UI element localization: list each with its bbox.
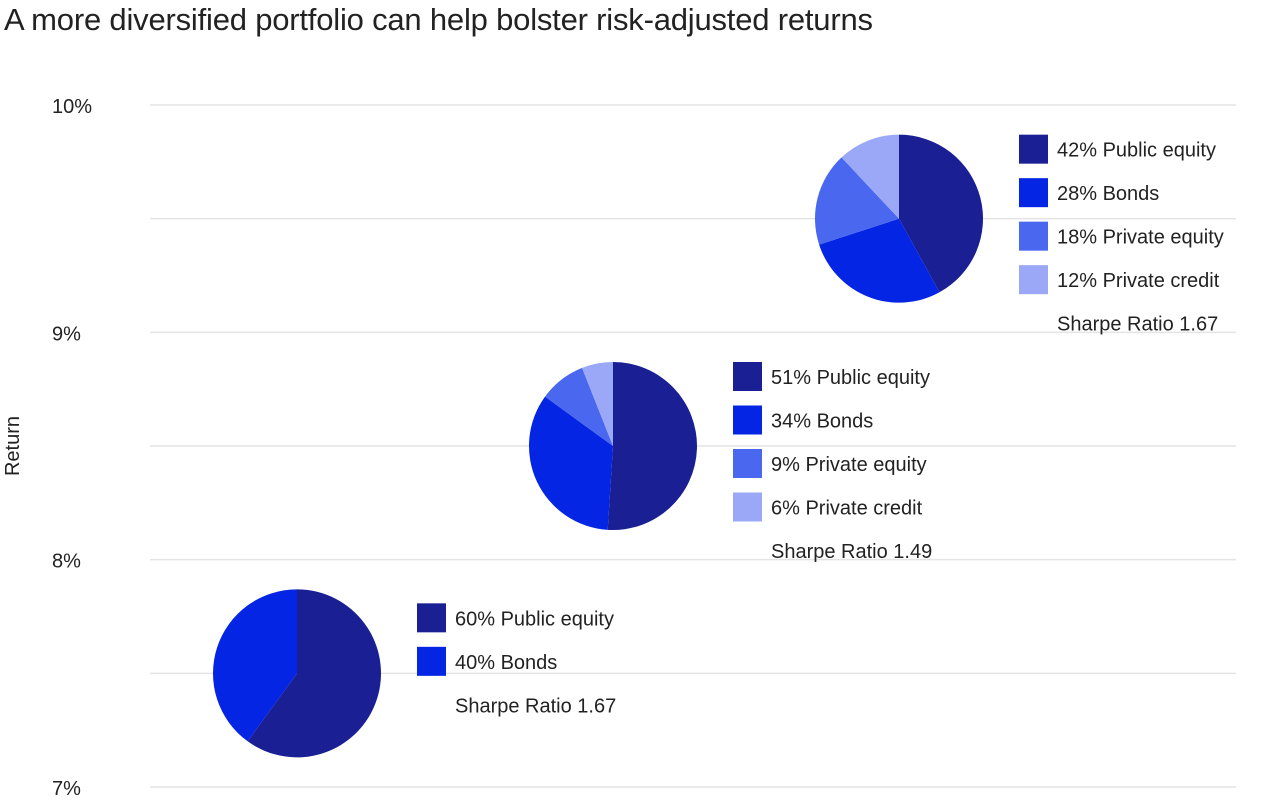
legend-swatch (1019, 221, 1048, 251)
pie-slice (899, 134, 984, 293)
y-axis-label: Return (2, 416, 24, 476)
pie-slice (819, 218, 940, 303)
pie-chart (815, 134, 984, 303)
legend-label: 18% Private equity (1057, 227, 1224, 249)
pie-slice (582, 362, 613, 446)
y-tick-label: 7% (52, 778, 81, 800)
pie-slice (545, 367, 613, 446)
y-axis: 10% 9% 8% 7% Return (2, 96, 92, 800)
pie-charts (212, 134, 984, 758)
pie-chart (212, 589, 381, 758)
sharpe-ratio-label: Sharpe Ratio 1.67 (455, 695, 616, 717)
legend-swatch (733, 449, 762, 478)
y-tick-label: 10% (52, 96, 92, 118)
sharpe-ratio-label: Sharpe Ratio 1.49 (771, 541, 932, 563)
legend-swatch (417, 646, 446, 676)
pie-slice (212, 589, 297, 742)
pie-slice (607, 362, 698, 530)
legend-swatch (733, 492, 762, 522)
legends: 60% Public equity 40% Bonds Sharpe Ratio 1… (417, 134, 1224, 717)
legend-label: 34% Bonds (771, 411, 873, 433)
pie-slice (529, 396, 613, 530)
legend-label: 9% Private equity (771, 454, 927, 476)
legend: 60% Public equity 40% Bonds Sharpe Ratio 1… (417, 603, 616, 717)
legend-swatch (417, 603, 446, 633)
legend-swatch (733, 362, 762, 391)
sharpe-ratio-label: Sharpe Ratio 1.67 (1057, 314, 1218, 336)
legend-label: 40% Bonds (455, 652, 557, 674)
pie-slice (247, 589, 381, 758)
pie-slice (815, 157, 899, 245)
chart-title: A more diversified portfolio can help bo… (4, 2, 873, 37)
legend-swatch (1019, 134, 1048, 164)
legend-label: 42% Public equity (1057, 140, 1216, 162)
legend-label: 6% Private credit (771, 498, 923, 520)
legend-swatch (733, 405, 762, 435)
legend: 51% Public equity 34% Bonds 9% Private equ… (733, 362, 932, 563)
y-tick-label: 9% (52, 323, 81, 345)
pie-chart (529, 362, 698, 530)
legend-label: 51% Public equity (771, 367, 930, 389)
legend-label: 60% Public equity (455, 608, 614, 630)
pie-slice (841, 134, 899, 219)
legend-label: 28% Bonds (1057, 183, 1159, 205)
y-tick-label: 8% (52, 551, 81, 573)
legend-swatch (1019, 265, 1048, 295)
legend-swatch (1019, 178, 1048, 208)
legend-label: 12% Private credit (1057, 270, 1220, 292)
legend: 42% Public equity 28% Bonds 18% Private eq… (1019, 134, 1224, 336)
